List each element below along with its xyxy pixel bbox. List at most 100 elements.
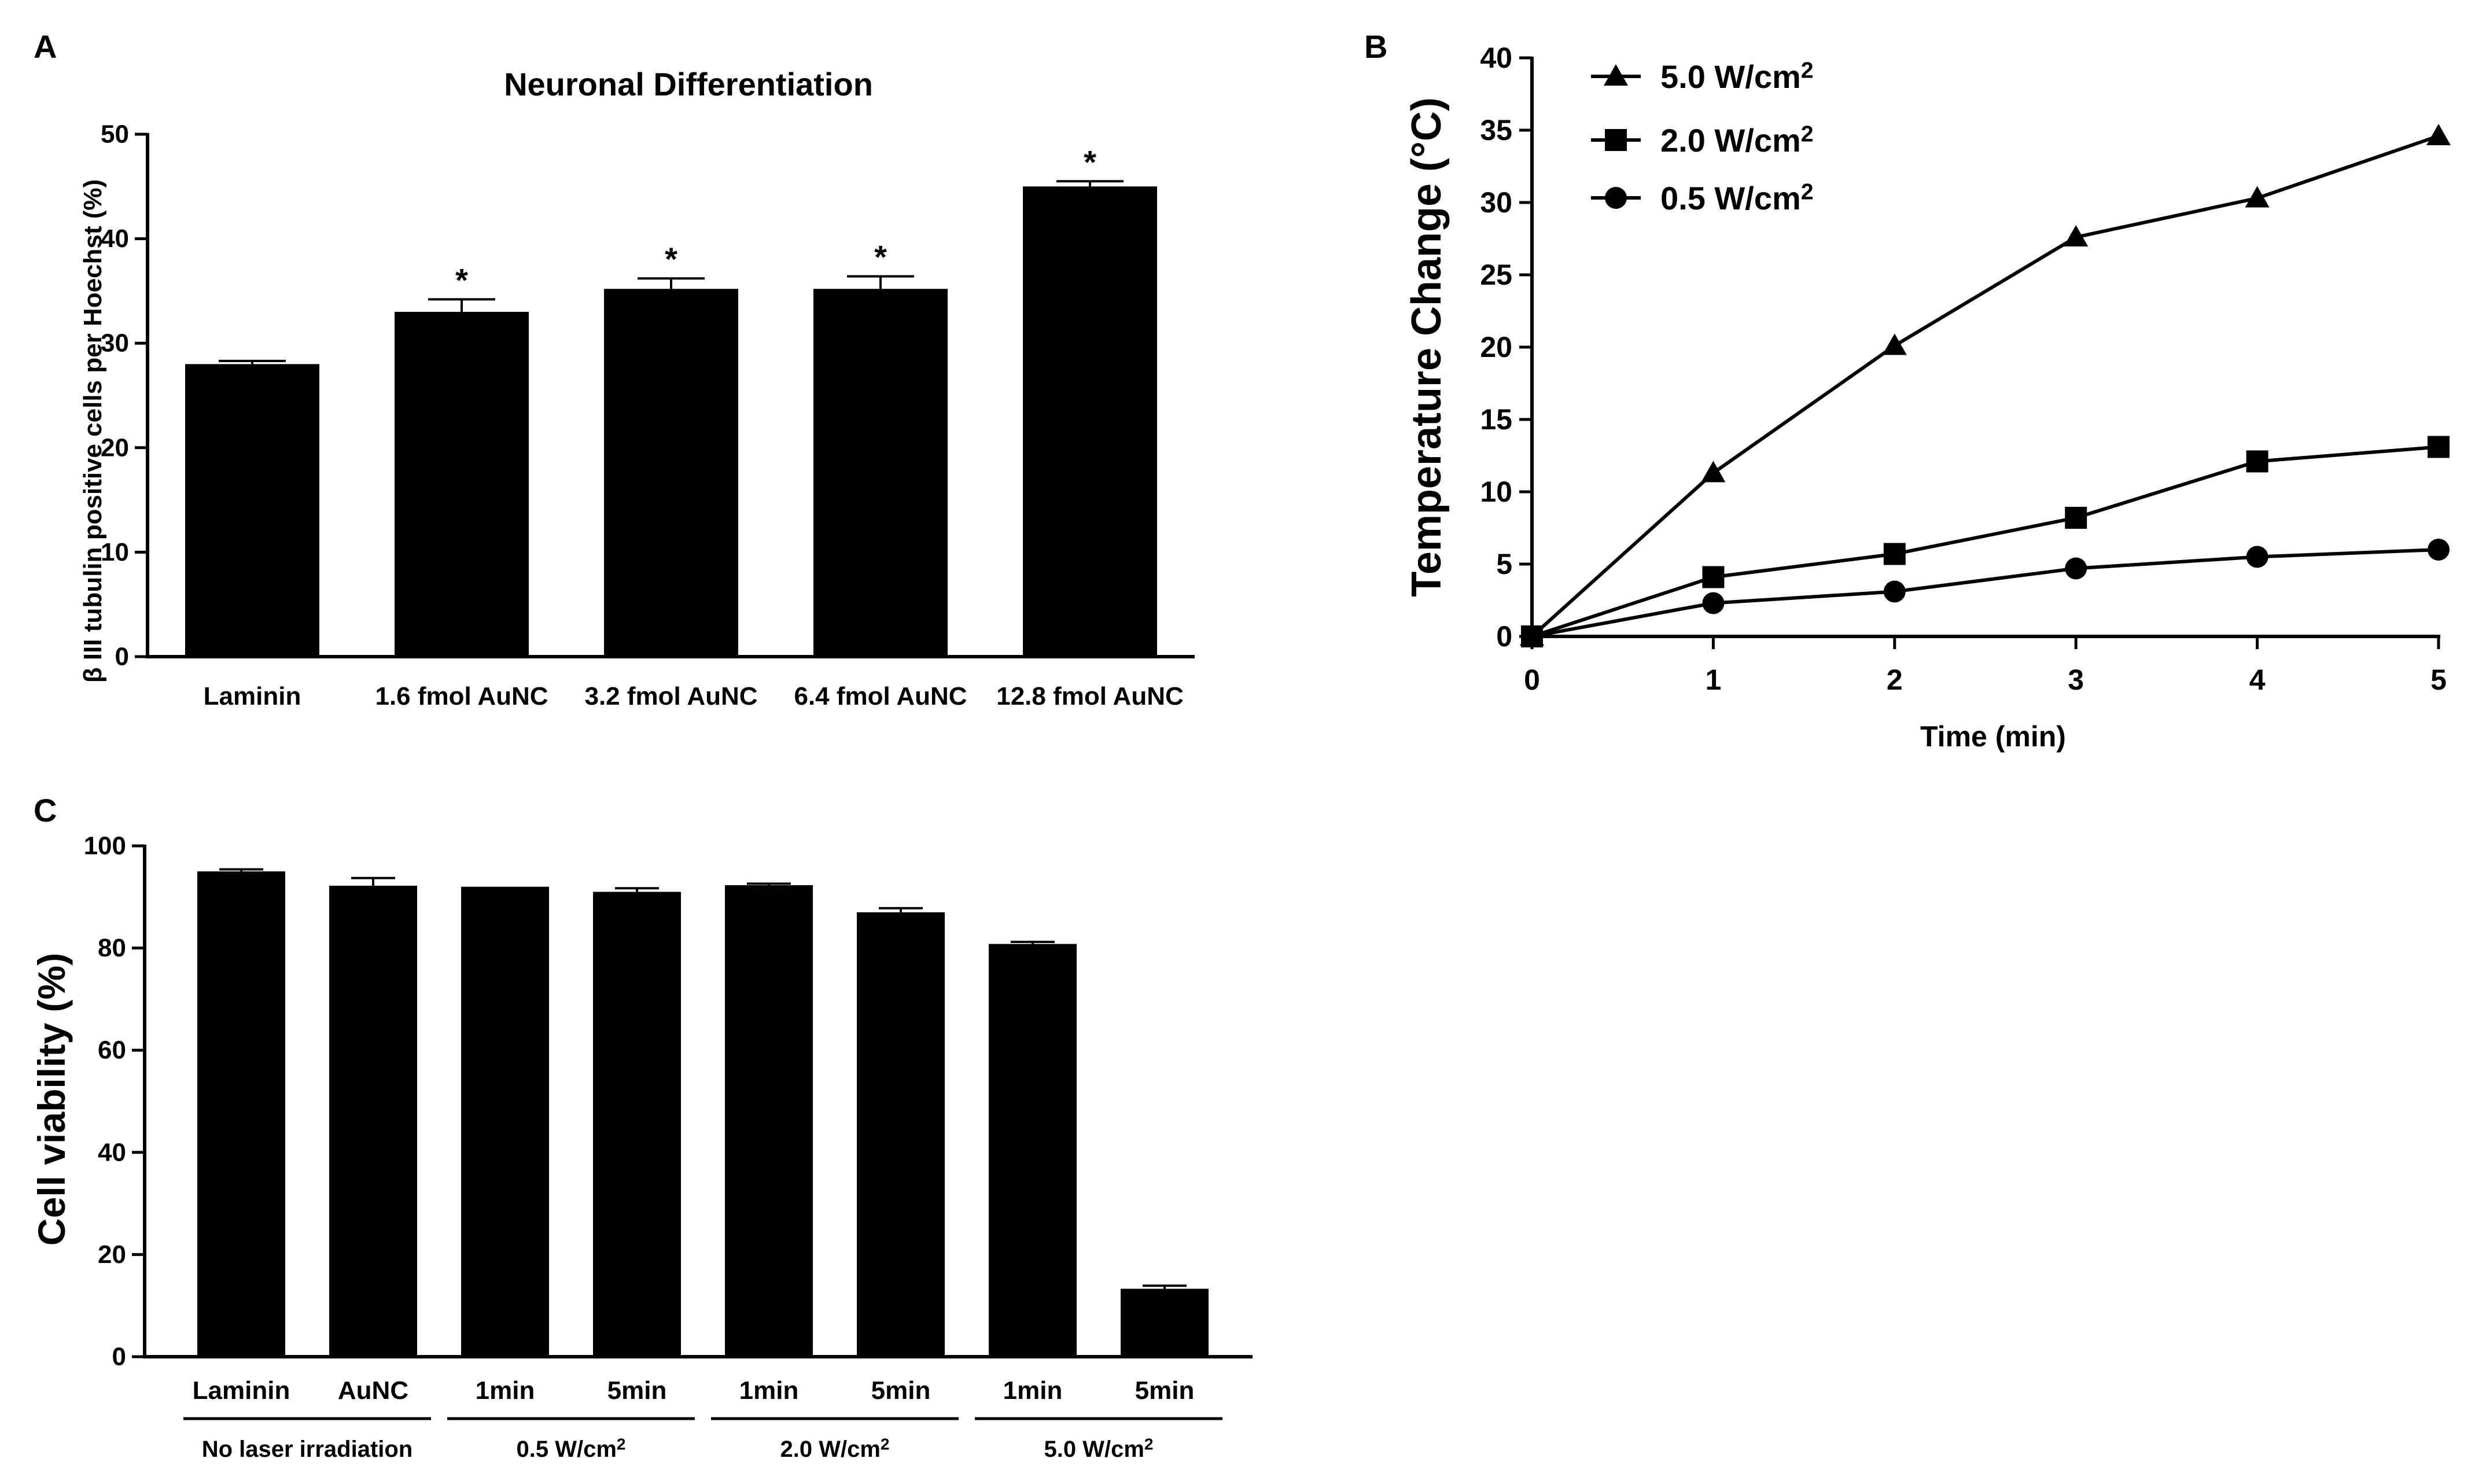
- panel-a-bar: [185, 364, 319, 657]
- panel-c-group-label-superscript: 2: [1144, 1435, 1154, 1453]
- panel-b-x-axis-label: Time (min): [1920, 720, 2066, 753]
- panel-c-group-label: No laser irradiation: [202, 1437, 413, 1462]
- panel-b-series-5-0: [1520, 124, 2451, 646]
- panel-b-y-tick-label: 10: [1480, 476, 1512, 508]
- panel-c-group: 2.0 W/cm2: [711, 1417, 959, 1462]
- panel-a-x-tick-label: 6.4 fmol AuNC: [794, 682, 967, 710]
- panel-a-y-tick-label: 10: [101, 538, 129, 566]
- panel-b-x-tick-label: 3: [2068, 664, 2084, 696]
- panel-b-data-point: [2245, 186, 2270, 208]
- panel-b-series: [1520, 124, 2451, 647]
- panel-b-x-ticks: 0 1 2 3 4 5: [1524, 636, 2447, 696]
- panel-b-data-point: [2246, 450, 2268, 473]
- panel-a-significance-star: *: [455, 262, 468, 298]
- panel-b-data-point: [2065, 557, 2087, 580]
- panel-c-bar: [593, 892, 681, 1357]
- panel-c-x-tick-label: Laminin: [193, 1376, 290, 1405]
- panel-c-x-tick-label: 1min: [1003, 1376, 1063, 1405]
- panel-c-x-tick-label: 1min: [739, 1376, 799, 1405]
- panel-c-y-axis-label: Cell viability (%): [30, 953, 73, 1246]
- panel-b-legend-label-text: 0.5 W/cm: [1660, 180, 1801, 216]
- panel-a-y-ticks: 0 10 20 30 40 50: [101, 120, 148, 671]
- panel-c-bar: [857, 912, 945, 1357]
- panel-a-x-tick-label: 3.2 fmol AuNC: [584, 682, 757, 710]
- panel-b-data-point: [1883, 580, 1906, 603]
- panel-c-bars: [197, 871, 1209, 1357]
- panel-a-x-tick-label: 12.8 fmol AuNC: [996, 682, 1184, 710]
- panel-b-y-ticks: 0 5 10 15 20 25 30 35 40: [1480, 42, 1532, 653]
- panel-c-bar: [461, 886, 549, 1357]
- panel-a-y-tick-label: 30: [101, 329, 129, 358]
- panel-a-significance-star: *: [665, 241, 677, 277]
- panel-c-y-tick-label: 80: [98, 934, 126, 962]
- panel-c-group-label-text: 5.0 W/cm: [1044, 1437, 1144, 1462]
- panel-c-y-tick-label: 20: [98, 1240, 126, 1269]
- panel-a-label: A: [34, 28, 57, 65]
- panel-b-data-point: [2064, 225, 2089, 246]
- panel-b-y-tick-label: 40: [1480, 42, 1512, 74]
- panel-c-group: 5.0 W/cm2: [975, 1417, 1222, 1462]
- panel-a-bar: [1023, 186, 1157, 657]
- panel-b-legend-label-superscript: 2: [1801, 58, 1814, 83]
- panel-a-significance-star: *: [1084, 143, 1096, 180]
- panel-c-group: 0.5 W/cm2: [447, 1417, 695, 1462]
- panel-a-error-bars: [219, 180, 1124, 364]
- panel-b-x-tick-label: 2: [1887, 664, 1903, 696]
- panel-a-y-tick-label: 20: [101, 433, 129, 462]
- panel-b-data-point: [1521, 625, 1543, 647]
- panel-b-line-chart: B Temperature Change (°C) Time (min) 0 1 2…: [1364, 28, 2451, 753]
- panel-b-legend-label-text: 5.0 W/cm: [1660, 58, 1801, 95]
- panel-b-legend-item: 0.5 W/cm2: [1591, 179, 1814, 216]
- panel-b-legend-label-superscript: 2: [1801, 179, 1814, 204]
- panel-c-bar: [197, 871, 285, 1357]
- panel-b-data-point: [2065, 507, 2087, 529]
- panel-b-data-point: [1702, 566, 1725, 588]
- panel-c-label: C: [34, 792, 57, 828]
- panel-b-legend-label-superscript: 2: [1801, 121, 1814, 146]
- panel-b-series-line: [1531, 548, 2439, 638]
- panel-b-legend-marker: [1605, 187, 1627, 209]
- panel-a-title: Neuronal Differentiation: [504, 66, 873, 102]
- panel-a-bar-chart: A Neuronal Differentiation β III tubulin…: [34, 28, 1195, 710]
- panel-c-x-tick-labels: Laminin AuNC 1min 5min 1min 5min 1min 5min: [193, 1376, 1195, 1405]
- panel-b-x-tick-label: 1: [1705, 664, 1721, 696]
- panel-a-significance-star: *: [874, 239, 887, 275]
- panel-c-error-bars: [219, 868, 1187, 1289]
- panel-a-bar: [813, 289, 948, 657]
- panel-c-y-tick-label: 0: [112, 1343, 126, 1371]
- panel-b-legend-label: 0.5 W/cm2: [1660, 179, 1814, 216]
- panel-b-data-point: [1702, 592, 1725, 614]
- panel-c-x-tick-label: 1min: [476, 1376, 535, 1405]
- panel-b-legend-marker: [1605, 129, 1627, 151]
- panel-c-group-label: 2.0 W/cm2: [780, 1435, 890, 1462]
- panel-b-data-point: [1883, 543, 1906, 565]
- panel-a-y-tick-label: 0: [115, 643, 129, 671]
- panel-b-data-point: [2246, 546, 2268, 568]
- panel-c-y-tick-label: 40: [98, 1138, 126, 1166]
- panel-c-y-tick-label: 60: [98, 1036, 126, 1065]
- panel-b-label: B: [1364, 28, 1387, 65]
- panel-c-group-label: 0.5 W/cm2: [517, 1435, 626, 1462]
- panel-b-legend-label: 5.0 W/cm2: [1660, 58, 1814, 95]
- panel-b-series-2-0: [1521, 436, 2450, 647]
- panel-b-series-line: [1530, 134, 2439, 638]
- panel-a-x-tick-label: 1.6 fmol AuNC: [375, 682, 548, 710]
- panel-b-y-tick-label: 15: [1480, 403, 1512, 436]
- panel-a-y-axis-label: β III tubulin positive cells per Hoechst…: [79, 179, 107, 683]
- panel-a-bar: [395, 312, 529, 657]
- panel-c-y-ticks: 0 20 40 60 80 100: [84, 832, 145, 1371]
- panel-b-legend-item: 5.0 W/cm2: [1591, 58, 1814, 95]
- panel-b-data-point: [1882, 333, 1907, 355]
- panel-b-x-tick-label: 5: [2430, 664, 2447, 696]
- panel-c-x-tick-label: 5min: [1135, 1376, 1195, 1405]
- panel-c-group-labels: No laser irradiation 0.5 W/cm2 2.0 W/cm2 5.…: [183, 1417, 1222, 1462]
- panel-a-x-tick-label: Laminin: [204, 682, 301, 710]
- panel-c-bar-chart: C Cell viability (%) 0 20 40 60 80 100 Lamini…: [30, 792, 1253, 1462]
- panel-b-legend-label: 2.0 W/cm2: [1660, 121, 1814, 159]
- panel-b-x-tick-label: 0: [1524, 664, 1540, 696]
- panel-c-y-tick-label: 100: [84, 832, 126, 860]
- panel-b-series-line: [1531, 445, 2439, 638]
- panel-c-group-label-text: 2.0 W/cm: [780, 1437, 881, 1462]
